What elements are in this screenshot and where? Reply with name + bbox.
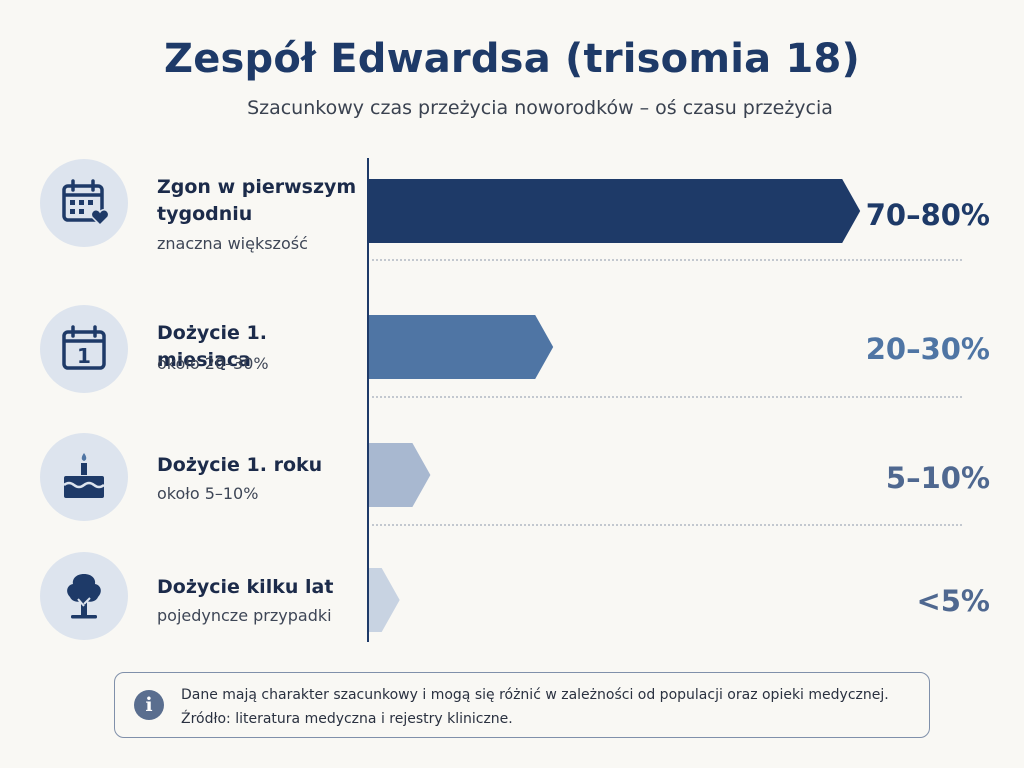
chart-subtitle: Szacunkowy czas przeżycia noworodków – o… — [247, 97, 833, 119]
info-icon: i — [134, 690, 164, 720]
row-sublabel: znaczna większość — [157, 234, 308, 253]
icon-circle: 1 — [40, 305, 128, 393]
birthday-cake-icon — [63, 453, 105, 498]
row-label: Zgon w pierwszym tygodniu — [157, 176, 357, 225]
row-first-year: Dożycie 1. roku około 5–10% 5–10% — [0, 430, 1024, 540]
calendar-heart-icon — [62, 179, 110, 227]
value-label: 5–10% — [885, 461, 990, 495]
info-note: i Dane mają charakter szacunkowy i mogą … — [114, 672, 930, 738]
value-label: <5% — [916, 584, 990, 618]
svg-text:1: 1 — [77, 344, 91, 368]
row-divider — [372, 396, 962, 398]
row-first-month: 1 Dożycie 1. miesiąca około 20–30% 20–30… — [0, 298, 1024, 408]
timeline-axis — [367, 158, 369, 642]
row-divider — [372, 259, 962, 261]
icon-circle — [40, 433, 128, 521]
icon-circle — [40, 159, 128, 247]
row-sublabel: około 5–10% — [157, 484, 259, 503]
row-label: Dożycie 1. roku — [157, 454, 323, 476]
value-label: 70–80% — [865, 198, 990, 232]
row-first-week: Zgon w pierwszym tygodniu znaczna większ… — [0, 158, 1024, 268]
row-sublabel: pojedyncze przypadki — [157, 606, 332, 625]
value-label: 20–30% — [865, 332, 990, 366]
row-label: Dożycie 1. miesiąca — [157, 322, 267, 371]
tree-icon — [67, 574, 101, 619]
row-divider — [372, 524, 962, 526]
note-text: Dane mają charakter szacunkowy i mogą si… — [181, 687, 889, 703]
note-source: Źródło: literatura medyczna i rejestry k… — [181, 711, 513, 727]
icon-circle — [40, 552, 128, 640]
row-sublabel: około 20–30% — [157, 354, 269, 373]
row-several-years: Dożycie kilku lat pojedyncze przypadki <… — [0, 552, 1024, 662]
chart-title: Zespół Edwardsa (trisomia 18) — [164, 36, 860, 82]
calendar-one-icon: 1 — [62, 325, 106, 370]
row-label: Dożycie kilku lat — [157, 576, 334, 598]
